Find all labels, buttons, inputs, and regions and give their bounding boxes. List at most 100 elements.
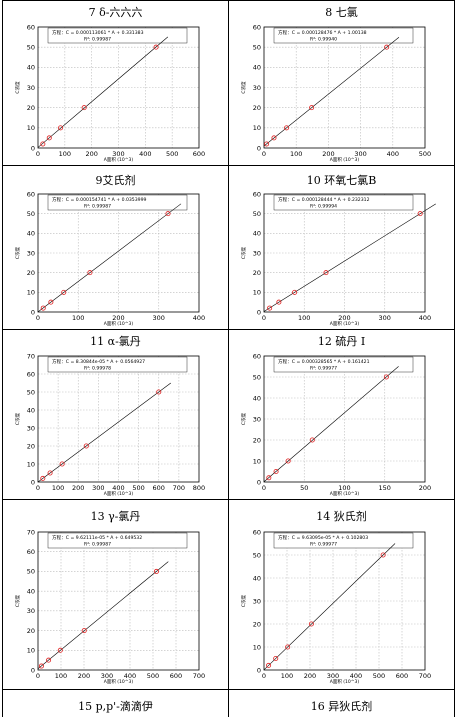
data-point	[46, 657, 52, 663]
x-axis-label: A面积 (10^3)	[104, 320, 134, 326]
equation-box	[47, 356, 188, 373]
x-tick-label: 0	[36, 672, 40, 680]
data-point	[308, 621, 314, 627]
data-point	[285, 644, 291, 650]
data-point	[309, 437, 315, 443]
calibration-chart: 0 100 200 300 400 500 0 10 20 30 40 50 60 A面积 (10^3) C…	[240, 23, 431, 162]
x-tick-label: 400	[193, 314, 205, 322]
plot-area	[263, 531, 426, 671]
data-point	[273, 655, 279, 661]
y-tick-label: 50	[253, 43, 261, 51]
data-point	[266, 475, 272, 481]
r-squared-text: R²: 0.99987	[84, 204, 111, 210]
y-tick-label: 60	[253, 190, 261, 198]
x-tick-label: 500	[132, 484, 144, 492]
y-tick-label: 20	[27, 627, 35, 635]
equation-box	[273, 27, 414, 44]
equation-text: 方程：C = 9.63095e-05 * A + 0.102803	[278, 534, 368, 541]
y-axis-label: C浓度	[240, 412, 247, 425]
x-tick-label: 400	[350, 672, 362, 680]
table-cell: 15 p,p'-滴滴伊	[3, 690, 228, 717]
panel-title: 8 七氯	[325, 6, 358, 19]
data-point	[59, 461, 65, 467]
x-tick-label: 200	[419, 484, 431, 492]
x-tick-label: 200	[78, 672, 90, 680]
x-tick-label: 300	[153, 314, 165, 322]
r-squared-text: R²: 0.99940	[310, 37, 337, 43]
y-tick-label: 50	[27, 388, 35, 396]
calibration-chart: 0 100 200 300 400 500 600 0 10 20 30 40 50 60 A面积 (10^…	[14, 23, 205, 162]
y-tick-label: 0	[257, 666, 261, 674]
x-tick-label: 300	[112, 150, 124, 158]
y-tick-label: 40	[253, 230, 261, 238]
y-tick-label: 0	[31, 666, 35, 674]
panel-title: 12 硫丹 I	[317, 335, 366, 348]
x-tick-label: 400	[124, 672, 136, 680]
data-point	[267, 305, 273, 311]
y-tick-label: 10	[27, 460, 35, 468]
x-tick-label: 200	[338, 314, 350, 322]
r-squared-text: R²: 0.99994	[310, 204, 337, 210]
y-tick-label: 10	[253, 289, 261, 297]
calibration-chart: 0 100 200 300 400 0 10 20 30 40 50 60 A面积 (10^3) C浓度 方…	[240, 190, 436, 326]
y-tick-label: 0	[257, 478, 261, 486]
y-tick-label: 20	[253, 436, 261, 444]
r-squared-text: R²: 0.99987	[84, 542, 111, 548]
equation-text: 方程：C = 0.000128444 * A + 0.232312	[278, 196, 370, 203]
x-axis-label: A面积 (10^3)	[330, 320, 360, 326]
equation-box	[47, 194, 188, 211]
y-tick-label: 50	[27, 210, 35, 218]
fit-line	[37, 36, 169, 148]
y-tick-label: 20	[27, 104, 35, 112]
y-tick-label: 40	[253, 574, 261, 582]
y-tick-label: 30	[27, 607, 35, 615]
x-tick-label: 100	[298, 314, 310, 322]
table-cell: 10 环氧七氯B 0 100 200 300 400 0 10 20 30 40 50 60 A面积 (…	[229, 166, 454, 329]
data-point	[48, 299, 54, 305]
y-tick-label: 40	[253, 64, 261, 72]
x-tick-label: 200	[112, 314, 124, 322]
x-tick-label: 300	[101, 672, 113, 680]
data-point	[87, 270, 93, 276]
y-tick-label: 30	[27, 424, 35, 432]
y-tick-label: 50	[253, 373, 261, 381]
fit-line	[263, 366, 399, 482]
r-squared-text: R²: 0.99978	[84, 366, 111, 372]
equation-text: 方程：C = 0.000328565 * A + 0.161421	[278, 358, 370, 365]
plot-area	[37, 531, 200, 671]
panel-title: 16 异狄氏剂	[310, 700, 373, 713]
calibration-chart: 0 100 200 300 400 500 600 700 0 10 20 30 40 50 60 70 A面积…	[14, 528, 205, 684]
fit-line	[263, 37, 400, 147]
data-point	[271, 135, 277, 141]
data-point	[417, 211, 423, 217]
y-tick-label: 20	[253, 620, 261, 628]
x-tick-label: 600	[396, 672, 408, 680]
y-tick-label: 30	[27, 84, 35, 92]
data-point	[273, 469, 279, 475]
y-tick-label: 50	[27, 43, 35, 51]
equation-text: 方程：C = 0.000113061 * A + 0.331383	[52, 29, 144, 36]
data-point	[81, 105, 87, 111]
data-point	[46, 135, 52, 141]
y-tick-label: 70	[27, 352, 35, 360]
data-point	[292, 289, 298, 295]
data-point	[61, 289, 67, 295]
panel-title: 11 α-氯丹	[90, 335, 141, 348]
x-tick-label: 600	[170, 672, 182, 680]
y-tick-label: 0	[31, 478, 35, 486]
x-tick-label: 200	[304, 672, 316, 680]
x-tick-label: 0	[36, 314, 40, 322]
plot-area	[263, 355, 426, 483]
x-tick-label: 200	[72, 484, 84, 492]
r-squared-text: R²: 0.99977	[310, 542, 337, 548]
x-tick-label: 500	[166, 150, 178, 158]
data-point	[266, 662, 272, 668]
x-tick-label: 0	[262, 484, 266, 492]
equation-box	[273, 194, 414, 211]
y-tick-label: 40	[253, 394, 261, 402]
calibration-chart: 0 100 200 300 400 500 600 700 800 0 10 20 30 40 50 60 70…	[14, 352, 205, 496]
y-tick-label: 20	[27, 442, 35, 450]
data-point	[83, 443, 89, 449]
plot-area	[37, 26, 200, 149]
x-tick-label: 100	[55, 672, 67, 680]
